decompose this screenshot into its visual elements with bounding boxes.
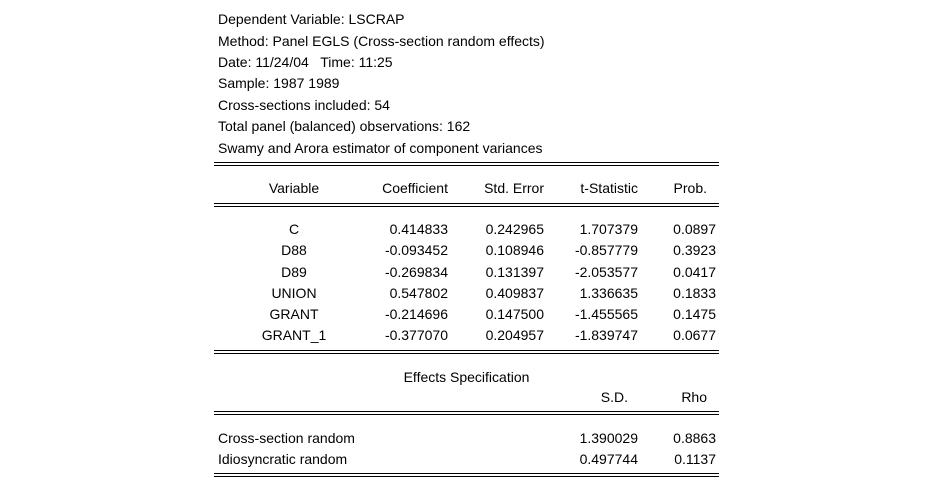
sample-line: Sample: 1987 1989 (218, 75, 340, 91)
row-coefficient: 0.547802 (389, 285, 448, 301)
row-coefficient: -0.269834 (384, 264, 448, 280)
row-prob: 0.3923 (673, 242, 716, 258)
row-prob: 0.0897 (673, 221, 716, 237)
row-std-error: 0.242965 (485, 221, 544, 237)
row-variable: D89 (281, 264, 307, 280)
row-coefficient: -0.377070 (384, 327, 448, 343)
row-t-statistic: -1.839747 (574, 327, 638, 343)
col-header-sd: S.D. (600, 389, 628, 405)
row-variable: GRANT_1 (261, 327, 327, 343)
table-top-rule (214, 162, 719, 166)
coef-table-bottom-rule (214, 350, 719, 354)
row-prob: 0.0417 (673, 264, 716, 280)
row-variable: D88 (281, 242, 307, 258)
row-prob: 0.0677 (673, 327, 716, 343)
row-std-error: 0.204957 (485, 327, 544, 343)
cross-sections-line: Cross-sections included: 54 (218, 97, 390, 113)
row-variable: GRANT (269, 306, 319, 322)
col-header-prob: Prob. (673, 180, 707, 196)
observations-line: Total panel (balanced) observations: 162 (218, 118, 471, 134)
effects-header-rule (214, 411, 719, 415)
effects-row-rho: 0.1137 (674, 451, 716, 467)
dependent-variable-line: Dependent Variable: LSCRAP (218, 11, 405, 27)
effects-row-sd: 1.390029 (579, 430, 638, 446)
effects-row-label: Cross-section random (218, 430, 355, 446)
col-header-std-error: Std. Error (484, 180, 544, 196)
col-header-t-statistic: t-Statistic (580, 180, 638, 196)
row-coefficient: -0.214696 (384, 306, 448, 322)
effects-row-sd: 0.497744 (579, 451, 638, 467)
row-std-error: 0.108946 (485, 242, 544, 258)
header-bottom-rule (214, 203, 719, 207)
row-coefficient: -0.093452 (384, 242, 448, 258)
date-time-line: Date: 11/24/04 Time: 11:25 (218, 54, 393, 70)
row-t-statistic: -0.857779 (574, 242, 638, 258)
row-t-statistic: 1.336635 (579, 285, 638, 301)
col-header-rho: Rho (681, 389, 707, 405)
effects-row-rho: 0.8863 (673, 430, 716, 446)
row-t-statistic: 1.707379 (579, 221, 638, 237)
row-prob: 0.1475 (673, 306, 716, 322)
table-bottom-rule (214, 473, 719, 477)
row-variable: C (288, 221, 300, 237)
row-prob: 0.1833 (673, 285, 716, 301)
row-variable: UNION (271, 285, 317, 301)
row-coefficient: 0.414833 (389, 221, 448, 237)
effects-row-label: Idiosyncratic random (218, 451, 348, 467)
row-std-error: 0.409837 (485, 285, 544, 301)
estimator-line: Swamy and Arora estimator of component v… (218, 140, 543, 156)
col-header-variable: Variable (268, 180, 320, 196)
col-header-coefficient: Coefficient (382, 180, 448, 196)
row-t-statistic: -2.053577 (574, 264, 638, 280)
row-std-error: 0.147500 (485, 306, 544, 322)
row-t-statistic: -1.455565 (574, 306, 638, 322)
row-std-error: 0.131397 (485, 264, 544, 280)
method-line: Method: Panel EGLS (Cross-section random… (218, 33, 545, 49)
effects-spec-title: Effects Specification (403, 369, 530, 385)
